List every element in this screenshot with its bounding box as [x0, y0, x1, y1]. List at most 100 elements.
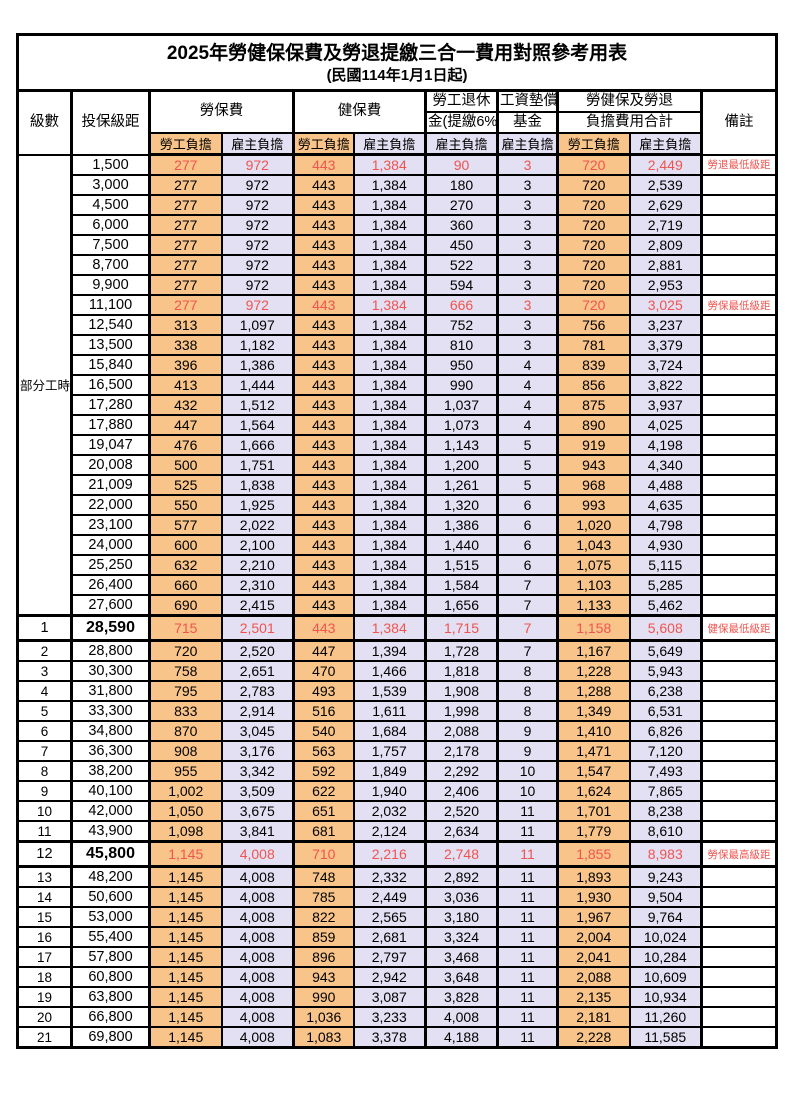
table-row: 27,600 690 2,415 443 1,384 1,656 7 1,133 5,462 — [18, 594, 778, 617]
wage-fund-employer-cell: 3 — [496, 153, 559, 176]
health-employee-cell: 443 — [292, 534, 355, 556]
header-row-3: 勞工負擔 雇主負擔 勞工負擔 雇主負擔 雇主負擔 雇主負擔 勞工負擔 雇主負擔 — [18, 132, 777, 156]
note-cell — [699, 720, 778, 742]
col-header-pension-employer: 雇主負擔 — [424, 132, 499, 156]
health-employer-cell: 2,032 — [352, 800, 427, 822]
labor-employee-cell: 396 — [148, 354, 223, 376]
total-employer-cell: 5,943 — [628, 660, 703, 682]
total-employer-cell: 7,120 — [628, 740, 703, 762]
total-employee-cell: 720 — [556, 274, 631, 296]
total-employee-cell: 1,893 — [556, 865, 631, 888]
health-employee-cell: 443 — [292, 153, 355, 176]
pension-employer-cell: 3,180 — [424, 906, 499, 928]
total-employee-cell: 720 — [556, 214, 631, 236]
health-employer-cell: 1,384 — [352, 174, 427, 196]
health-employer-cell: 2,565 — [352, 906, 427, 928]
note-cell — [699, 660, 778, 682]
table-row: 11,100 277 972 443 1,384 666 3 720 3,025 勞保最低級距 — [18, 294, 778, 316]
table-row: 13,500 338 1,182 443 1,384 810 3 781 3,379 — [18, 334, 778, 356]
note-cell — [699, 174, 778, 196]
total-employee-cell: 720 — [556, 254, 631, 276]
health-employer-cell: 1,384 — [352, 554, 427, 576]
table-title-block: 2025年勞健保保費及勞退提繳三合一費用對照參考用表 (民國114年1月1日起) — [16, 33, 778, 92]
wage-fund-employer-cell: 4 — [496, 414, 559, 436]
total-employee-cell: 919 — [556, 434, 631, 456]
pension-employer-cell: 810 — [424, 334, 499, 356]
health-employer-cell: 2,797 — [352, 946, 427, 968]
bracket-cell: 9,900 — [70, 274, 151, 296]
health-employer-cell: 1,384 — [352, 314, 427, 336]
labor-employee-cell: 1,145 — [148, 966, 223, 988]
table-row: 1 28,590 715 2,501 443 1,384 1,715 7 1,158 5,608 健… — [16, 614, 778, 642]
bracket-cell: 38,200 — [70, 760, 151, 782]
table-row: 9 40,100 1,002 3,509 622 1,940 2,406 10 1,624 7,8… — [16, 780, 778, 802]
labor-employee-cell: 1,145 — [148, 946, 223, 968]
labor-employee-cell: 908 — [148, 740, 223, 762]
total-employee-cell: 1,075 — [556, 554, 631, 576]
total-employee-cell: 2,181 — [556, 1006, 631, 1028]
bracket-cell: 1,500 — [70, 153, 151, 176]
health-employee-cell: 443 — [292, 214, 355, 236]
pension-employer-cell: 3,036 — [424, 886, 499, 908]
total-employer-cell: 2,953 — [628, 274, 703, 296]
health-employee-cell: 785 — [292, 886, 355, 908]
health-employee-cell: 540 — [292, 720, 355, 742]
labor-employer-cell: 1,925 — [220, 494, 295, 516]
table-row: 2 28,800 720 2,520 447 1,394 1,728 7 1,167 5,649 — [16, 639, 778, 662]
labor-employer-cell: 2,914 — [220, 700, 295, 722]
health-employee-cell: 516 — [292, 700, 355, 722]
pension-employer-cell: 1,261 — [424, 474, 499, 496]
labor-employer-cell: 2,415 — [220, 594, 295, 617]
labor-employee-cell: 1,145 — [148, 1006, 223, 1028]
col-header-total-employer: 雇主負擔 — [628, 132, 703, 156]
table-row: 21,009 525 1,838 443 1,384 1,261 5 968 4,488 — [18, 474, 778, 496]
col-header-labor-insurance: 勞保費 — [148, 89, 295, 134]
note-cell — [699, 254, 778, 276]
labor-employee-cell: 277 — [148, 234, 223, 256]
total-employer-cell: 5,462 — [628, 594, 703, 617]
labor-employer-cell: 4,008 — [220, 946, 295, 968]
col-header-bracket: 投保級距 — [70, 89, 151, 156]
pension-employer-cell: 4,188 — [424, 1026, 499, 1049]
total-employer-cell: 7,865 — [628, 780, 703, 802]
level-cell: 7 — [16, 740, 73, 762]
note-cell — [699, 760, 778, 782]
pension-employer-cell: 2,406 — [424, 780, 499, 802]
level-cell: 21 — [16, 1026, 73, 1049]
wage-fund-employer-cell: 8 — [496, 680, 559, 702]
labor-employer-cell: 4,008 — [220, 865, 295, 888]
col-header-labor-employer: 雇主負擔 — [220, 132, 295, 156]
wage-fund-employer-cell: 11 — [496, 820, 559, 843]
total-employer-cell: 10,934 — [628, 986, 703, 1008]
col-header-level: 級數 — [16, 89, 73, 156]
bracket-cell: 33,300 — [70, 700, 151, 722]
wage-fund-employer-cell: 3 — [496, 194, 559, 216]
total-employee-cell: 1,133 — [556, 594, 631, 617]
health-employer-cell: 3,233 — [352, 1006, 427, 1028]
wage-fund-employer-cell: 3 — [496, 214, 559, 236]
table-body: 部分工時 1,500 277 972 443 1,384 90 3 720 2,449 勞退最低級距… — [16, 153, 778, 1049]
note-cell — [699, 820, 778, 843]
health-employee-cell: 443 — [292, 194, 355, 216]
health-employee-cell: 710 — [292, 840, 355, 868]
health-employer-cell: 1,394 — [352, 639, 427, 662]
labor-employer-cell: 3,342 — [220, 760, 295, 782]
labor-employer-cell: 2,501 — [220, 614, 295, 642]
labor-employer-cell: 1,751 — [220, 454, 295, 476]
total-employer-cell: 5,608 — [628, 614, 703, 642]
bracket-cell: 19,047 — [70, 434, 151, 456]
note-cell — [699, 926, 778, 948]
pension-employer-cell: 270 — [424, 194, 499, 216]
wage-fund-employer-cell: 3 — [496, 254, 559, 276]
health-employer-cell: 1,940 — [352, 780, 427, 802]
header-row-1: 級數 投保級距 勞保費 健保費 勞工退休 工資墊償 勞健保及勞退 備註 — [16, 89, 778, 156]
total-employer-cell: 2,809 — [628, 234, 703, 256]
labor-employer-cell: 4,008 — [220, 840, 295, 868]
table-row: 4 31,800 795 2,783 493 1,539 1,908 8 1,288 6,238 — [16, 680, 778, 702]
col-header-health-insurance: 健保費 — [292, 89, 427, 134]
wage-fund-employer-cell: 3 — [496, 334, 559, 356]
title-row: 2025年勞健保保費及勞退提繳三合一費用對照參考用表 (民國114年1月1日起) — [16, 33, 778, 92]
table-row: 17,880 447 1,564 443 1,384 1,073 4 890 4,025 — [18, 414, 778, 436]
col-header-wage-fund-line1: 工資墊償 — [496, 89, 559, 113]
note-cell — [699, 886, 778, 908]
